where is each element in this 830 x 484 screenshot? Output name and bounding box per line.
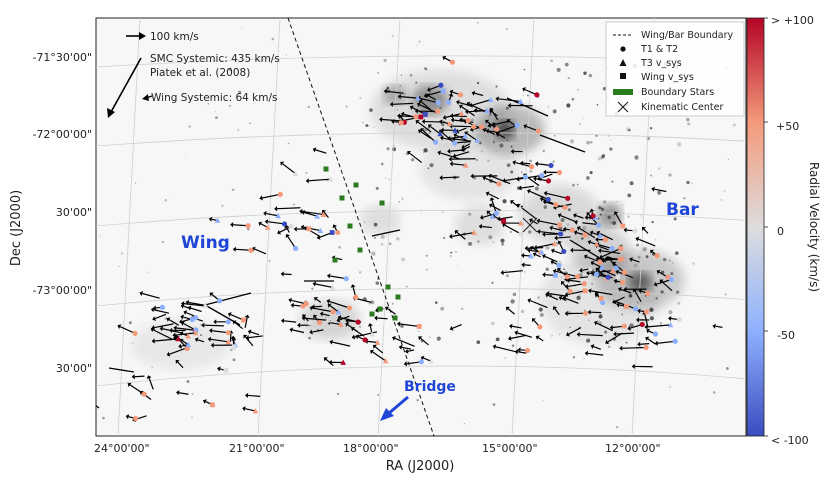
y-tick-label-1: -71°30'00" [32, 51, 92, 64]
smc-systemic-arrow [107, 57, 142, 118]
legend-label-kinematic-center: Kinematic Center [641, 102, 723, 113]
scale-arrow [126, 32, 146, 40]
scale-arrow-label: 100 km/s [150, 31, 199, 43]
colorbar-tick-label-5: < -100 [771, 434, 809, 447]
legend: Wing/Bar Boundary T1 & T2 T3 v_sys Wing … [605, 21, 745, 117]
bridge-arrow [380, 395, 409, 421]
wing-systemic-label: Wing Systemic: 64 km/s [151, 92, 277, 104]
colorbar-ticks [764, 17, 768, 437]
x-tick-label-1: 24°00'00" [94, 442, 150, 455]
colorbar-tick-label-2: +50 [776, 120, 799, 133]
region-label-bar: Bar [666, 200, 699, 220]
legend-marker-wing [620, 73, 626, 79]
colorbar [746, 17, 765, 437]
legend-label-boundary-stars: Boundary Stars [641, 87, 714, 98]
y-tick-label-3: 30'00" [56, 206, 92, 219]
y-axis-label: Dec (J2000) [9, 190, 24, 266]
colorbar-tick-label-3: 0 [777, 225, 784, 238]
legend-label-wing: Wing v_sys [641, 72, 694, 83]
x-tick-label-2: 21°00'00" [229, 442, 285, 455]
y-tick-label-4: -73°00'00" [32, 284, 92, 297]
x-tick-label-4: 15°00'00" [482, 442, 538, 455]
legend-label-t3: T3 v_sys [640, 58, 682, 69]
kinematic-center-marker [522, 217, 538, 233]
x-tick-label-5: 12°00'00" [605, 442, 661, 455]
wing-bar-boundary-line [287, 17, 435, 437]
colorbar-label: Radial Velocity (km/s) [807, 162, 821, 292]
legend-marker-kinematic-center [617, 101, 629, 113]
legend-marker-boundary-stars [613, 89, 633, 95]
colorbar-tick-label-4: -50 [777, 329, 795, 342]
star-markers [132, 59, 683, 422]
legend-label-boundary: Wing/Bar Boundary [641, 30, 733, 41]
smc-systemic-label: SMC Systemic: 435 km/s [150, 53, 280, 65]
smc-systemic-reference: Piatek et al. (2008) [150, 67, 250, 79]
y-tick-label-5: 30'00" [56, 362, 92, 375]
legend-marker-t3 [619, 59, 627, 66]
region-label-bridge: Bridge [404, 379, 456, 395]
legend-label-t1t2: T1 & T2 [640, 44, 678, 55]
wing-systemic-arrow [142, 94, 153, 101]
colorbar-tick-label-1: > +100 [771, 14, 814, 27]
x-axis-label: RA (J2000) [386, 459, 455, 474]
legend-box [605, 21, 745, 117]
x-tick-label-3: 18°00'00" [343, 442, 399, 455]
legend-marker-t1t2 [620, 46, 626, 52]
region-label-wing: Wing [181, 233, 230, 253]
y-tick-label-2: -72°00'00" [32, 128, 92, 141]
